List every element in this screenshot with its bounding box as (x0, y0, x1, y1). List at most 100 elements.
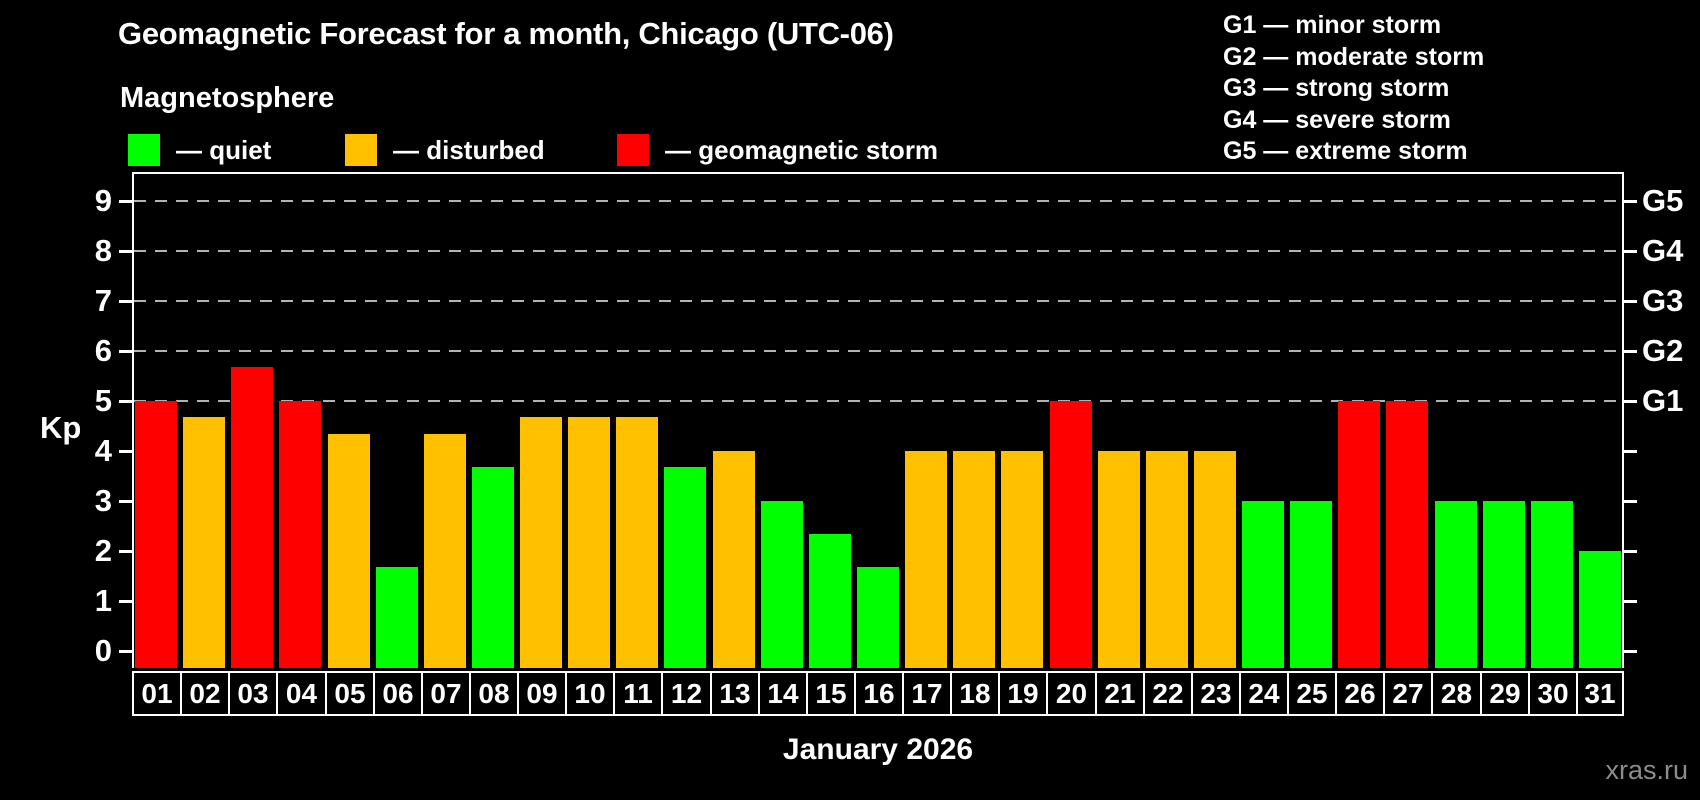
y-axis-tick-2 (119, 550, 132, 553)
gridline-kp8 (134, 250, 1622, 252)
storm-swatch-icon (617, 134, 649, 166)
day-label-cell-02: 02 (180, 671, 230, 716)
kp-bar-day-18 (953, 451, 995, 668)
gridline-kp9 (134, 200, 1622, 202)
day-label-cell-04: 04 (276, 671, 327, 716)
storm-scale-g2: G2 — moderate storm (1223, 42, 1485, 71)
y-axis-tick-8 (119, 250, 132, 253)
watermark: xras.ru (1605, 755, 1688, 785)
y-axis-tick-9 (119, 200, 132, 203)
g-scale-label-G1: G1 (1642, 383, 1684, 418)
day-label-cell-28: 28 (1431, 671, 1482, 716)
legend-item-storm: — geomagnetic storm (617, 133, 938, 167)
day-label-cell-10: 10 (565, 671, 615, 716)
y-axis-label-3: 3 (94, 483, 112, 518)
kp-bar-day-14 (761, 501, 803, 668)
y-axis-tick-4 (119, 450, 132, 453)
g-scale-label-G5: G5 (1642, 183, 1684, 218)
kp-bar-day-02 (183, 417, 225, 668)
day-label-cell-14: 14 (758, 671, 808, 716)
right-axis-tick-2 (1624, 550, 1637, 553)
right-axis-tick-3 (1624, 500, 1637, 503)
gridline-kp7 (134, 300, 1622, 302)
day-label-cell-01: 01 (132, 671, 182, 716)
right-axis-tick-8 (1624, 250, 1637, 253)
day-label-cell-23: 23 (1191, 671, 1241, 716)
day-label-cell-17: 17 (902, 671, 952, 716)
disturbed-swatch-icon (345, 134, 377, 166)
kp-bar-day-01 (135, 401, 177, 668)
day-label-cell-05: 05 (325, 671, 375, 716)
y-axis-tick-1 (119, 600, 132, 603)
legend-label-quiet: — quiet (176, 134, 272, 165)
kp-bar-day-03 (231, 367, 273, 668)
y-axis-label-8: 8 (94, 233, 112, 268)
kp-bar-day-11 (616, 417, 658, 668)
y-axis-label-6: 6 (94, 333, 112, 368)
kp-bar-day-26 (1338, 401, 1380, 668)
day-label-cell-26: 26 (1335, 671, 1385, 716)
right-axis-tick-4 (1624, 450, 1637, 453)
kp-bar-day-29 (1483, 501, 1525, 668)
day-label-cell-29: 29 (1480, 671, 1530, 716)
kp-bar-day-04 (279, 401, 321, 668)
gridline-kp6 (134, 350, 1622, 352)
kp-bar-day-19 (1001, 451, 1043, 668)
day-label-cell-31: 31 (1576, 671, 1624, 716)
kp-bar-day-17 (905, 451, 947, 668)
kp-bar-day-24 (1242, 501, 1284, 668)
kp-bar-day-22 (1146, 451, 1188, 668)
storm-scale-g3: G3 — strong storm (1223, 74, 1450, 102)
y-axis-label-7: 7 (94, 283, 112, 318)
kp-bar-day-13 (713, 451, 755, 668)
y-axis-label-4: 4 (94, 433, 112, 468)
day-label-cell-22: 22 (1143, 671, 1193, 716)
kp-bar-day-20 (1050, 401, 1092, 668)
day-label-cell-21: 21 (1095, 671, 1145, 716)
day-label-cell-07: 07 (421, 671, 471, 716)
kp-bar-day-31 (1579, 551, 1621, 668)
gridline-kp5 (134, 400, 1622, 402)
kp-bar-day-09 (520, 417, 562, 668)
kp-bar-day-08 (472, 467, 514, 668)
kp-bar-day-07 (424, 434, 466, 668)
day-label-cell-06: 06 (373, 671, 423, 716)
storm-scale-legend: G1 — minor storm G2 — moderate storm G3 … (1223, 10, 1484, 168)
storm-scale-g1: G1 — minor storm (1223, 11, 1442, 39)
y-axis-label-9: 9 (94, 183, 112, 218)
legend-label-disturbed: — disturbed (393, 134, 545, 165)
y-axis-tick-0 (119, 650, 132, 653)
legend-label-storm: — geomagnetic storm (665, 134, 939, 165)
y-axis-tick-3 (119, 500, 132, 503)
kp-bar-day-05 (328, 434, 370, 668)
day-label-cell-12: 12 (661, 671, 712, 716)
right-axis-tick-9 (1624, 200, 1637, 203)
day-label-cell-20: 20 (1046, 671, 1097, 716)
kp-bar-day-16 (857, 567, 899, 668)
kp-bar-day-06 (376, 567, 418, 668)
y-axis-tick-6 (119, 350, 132, 353)
magnetosphere-label: Magnetosphere (120, 82, 335, 114)
day-label-cell-09: 09 (517, 671, 567, 716)
day-axis-row: 01 02 03 04 05 06 07 08 09 10 11 12 13 14 15 16 17 18 19 20… (132, 671, 1628, 716)
day-label-cell-27: 27 (1383, 671, 1433, 716)
day-label-cell-24: 24 (1239, 671, 1289, 716)
g-scale-label-G2: G2 (1642, 333, 1684, 368)
y-axis-label-2: 2 (94, 533, 112, 568)
day-label-cell-11: 11 (613, 671, 663, 716)
legend-item-disturbed: — disturbed (345, 133, 545, 167)
plot-border-top (132, 172, 1624, 174)
y-axis-label-0: 0 (94, 633, 112, 668)
day-label-cell-16: 16 (854, 671, 904, 716)
day-label-cell-19: 19 (998, 671, 1048, 716)
day-label-cell-03: 03 (228, 671, 278, 716)
chart-title: Geomagnetic Forecast for a month, Chicag… (118, 16, 894, 51)
kp-bar-day-23 (1194, 451, 1236, 668)
storm-scale-g4: G4 — severe storm (1223, 105, 1451, 134)
day-label-cell-30: 30 (1528, 671, 1578, 716)
day-label-cell-18: 18 (950, 671, 1000, 716)
kp-bar-day-15 (809, 534, 851, 668)
legend-item-quiet: — quiet (128, 133, 271, 167)
storm-scale-g5: G5 — extreme storm (1223, 137, 1468, 165)
